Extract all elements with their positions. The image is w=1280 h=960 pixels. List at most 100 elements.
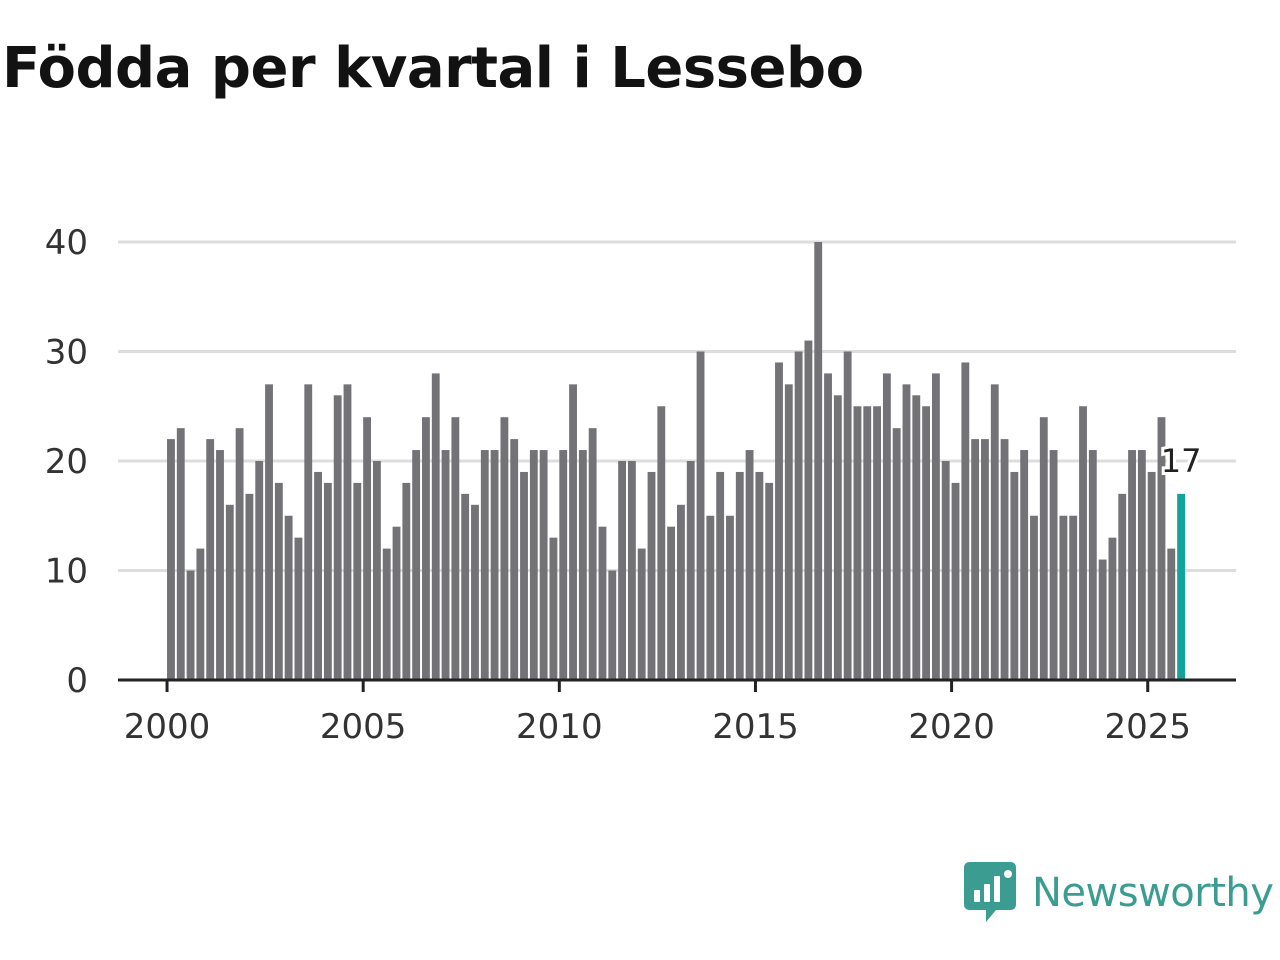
bar bbox=[1108, 537, 1117, 680]
bar bbox=[618, 461, 627, 680]
bar bbox=[961, 362, 970, 680]
bar bbox=[451, 417, 460, 680]
bar bbox=[1079, 406, 1087, 680]
bar bbox=[245, 493, 254, 680]
bar bbox=[833, 395, 842, 680]
bar bbox=[745, 450, 754, 680]
bar bbox=[167, 439, 175, 680]
bar bbox=[1137, 450, 1146, 680]
bar bbox=[716, 471, 725, 680]
bar bbox=[304, 384, 313, 680]
bar bbox=[471, 504, 479, 680]
bar bbox=[951, 482, 960, 680]
annotations: 17 bbox=[1158, 439, 1205, 483]
bar bbox=[990, 384, 999, 680]
bar bbox=[255, 461, 264, 680]
bar bbox=[176, 428, 185, 680]
bar bbox=[186, 570, 195, 680]
bar bbox=[824, 373, 832, 680]
y-tick-label: 30 bbox=[45, 333, 88, 373]
bar bbox=[686, 461, 695, 680]
bar bbox=[814, 242, 823, 680]
bar bbox=[441, 450, 450, 680]
bar bbox=[804, 340, 813, 680]
bar-highlight bbox=[1177, 493, 1186, 680]
bar bbox=[372, 461, 381, 680]
bar bbox=[294, 537, 303, 680]
bar bbox=[765, 482, 774, 680]
bar bbox=[912, 395, 921, 680]
bar bbox=[314, 471, 322, 680]
bar bbox=[1167, 548, 1176, 680]
bars bbox=[167, 242, 1186, 680]
bar bbox=[981, 439, 989, 680]
bar bbox=[1088, 450, 1097, 680]
brand-name: Newsworthy bbox=[1032, 870, 1274, 916]
bar bbox=[892, 428, 901, 680]
bar bbox=[1147, 471, 1156, 680]
y-tick-label: 0 bbox=[66, 661, 88, 701]
bar bbox=[480, 450, 489, 680]
bar bbox=[265, 384, 273, 680]
bar bbox=[382, 548, 391, 680]
bar bbox=[1020, 450, 1029, 680]
bar bbox=[735, 471, 744, 680]
x-tick-label: 2005 bbox=[320, 707, 407, 747]
bar bbox=[882, 373, 891, 680]
bar bbox=[794, 351, 803, 680]
x-tick-label: 2020 bbox=[908, 707, 995, 747]
bar bbox=[343, 384, 352, 680]
newsworthy-brand[interactable]: Newsworthy bbox=[964, 862, 1274, 924]
bar bbox=[598, 526, 607, 680]
bar bbox=[784, 384, 793, 680]
chart-title: Födda per kvartal i Lessebo bbox=[2, 36, 864, 101]
bar bbox=[1098, 559, 1107, 680]
bar bbox=[431, 373, 440, 680]
bar bbox=[637, 548, 646, 680]
x-tick-label: 2015 bbox=[712, 707, 799, 747]
bar bbox=[520, 471, 528, 680]
bar bbox=[647, 471, 656, 680]
bar bbox=[1069, 515, 1078, 680]
bar bbox=[216, 450, 224, 680]
bar bbox=[1030, 515, 1038, 680]
bar bbox=[853, 406, 862, 680]
bar bbox=[402, 482, 411, 680]
bar bbox=[657, 406, 666, 680]
bar bbox=[755, 471, 764, 680]
bar bbox=[559, 450, 568, 680]
bar bbox=[353, 482, 362, 680]
bar bbox=[843, 351, 852, 680]
bar bbox=[529, 450, 538, 680]
x-tick-label: 2025 bbox=[1104, 707, 1191, 747]
x-tick-label: 2010 bbox=[516, 707, 603, 747]
bar bbox=[1000, 439, 1009, 680]
bar bbox=[225, 504, 234, 680]
bar bbox=[873, 406, 881, 680]
bar bbox=[627, 461, 636, 680]
newsworthy-logo-icon bbox=[964, 862, 1016, 922]
bar bbox=[726, 515, 734, 680]
bar bbox=[412, 450, 421, 680]
bar bbox=[588, 428, 597, 680]
bar bbox=[1010, 471, 1019, 680]
y-tick-label: 40 bbox=[45, 223, 88, 263]
y-axis-labels: 0 10 20 30 40 bbox=[45, 223, 88, 701]
x-tick-label: 2000 bbox=[124, 707, 211, 747]
bar bbox=[274, 482, 283, 680]
bar bbox=[422, 417, 430, 680]
bar bbox=[863, 406, 872, 680]
bar bbox=[196, 548, 205, 680]
bar bbox=[1157, 417, 1166, 680]
bar bbox=[323, 482, 332, 680]
highlight-value-label: 17 bbox=[1161, 442, 1202, 480]
bar bbox=[510, 439, 519, 680]
bar bbox=[1118, 493, 1127, 680]
bar bbox=[902, 384, 911, 680]
bar bbox=[333, 395, 342, 680]
bar bbox=[490, 450, 499, 680]
bar bbox=[971, 439, 980, 680]
bar bbox=[706, 515, 715, 680]
bar bbox=[931, 373, 940, 680]
bar bbox=[1059, 515, 1068, 680]
